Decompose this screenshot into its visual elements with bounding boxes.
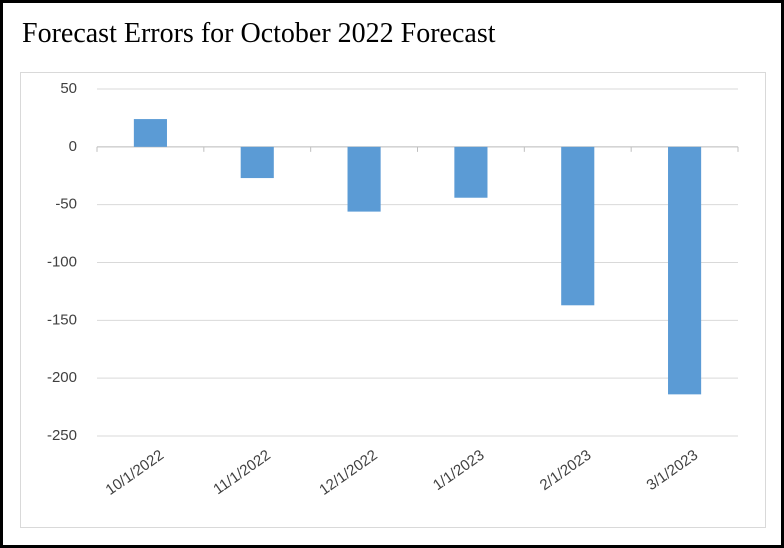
y-tick-label: -200 [47,369,77,386]
bar [454,146,488,198]
chart-title: Forecast Errors for October 2022 Forecas… [22,18,496,49]
y-tick-label: 50 [60,80,77,97]
y-tick-label: 0 [69,138,77,155]
chart-frame [20,72,766,528]
bar [347,146,381,212]
y-tick-label: -100 [47,253,77,270]
y-tick-label: -250 [47,427,77,444]
bar [668,146,702,395]
bar [133,119,167,147]
bar [561,146,595,306]
y-tick-label: -50 [55,196,77,213]
y-tick-label: -150 [47,311,77,328]
bar [240,146,274,179]
